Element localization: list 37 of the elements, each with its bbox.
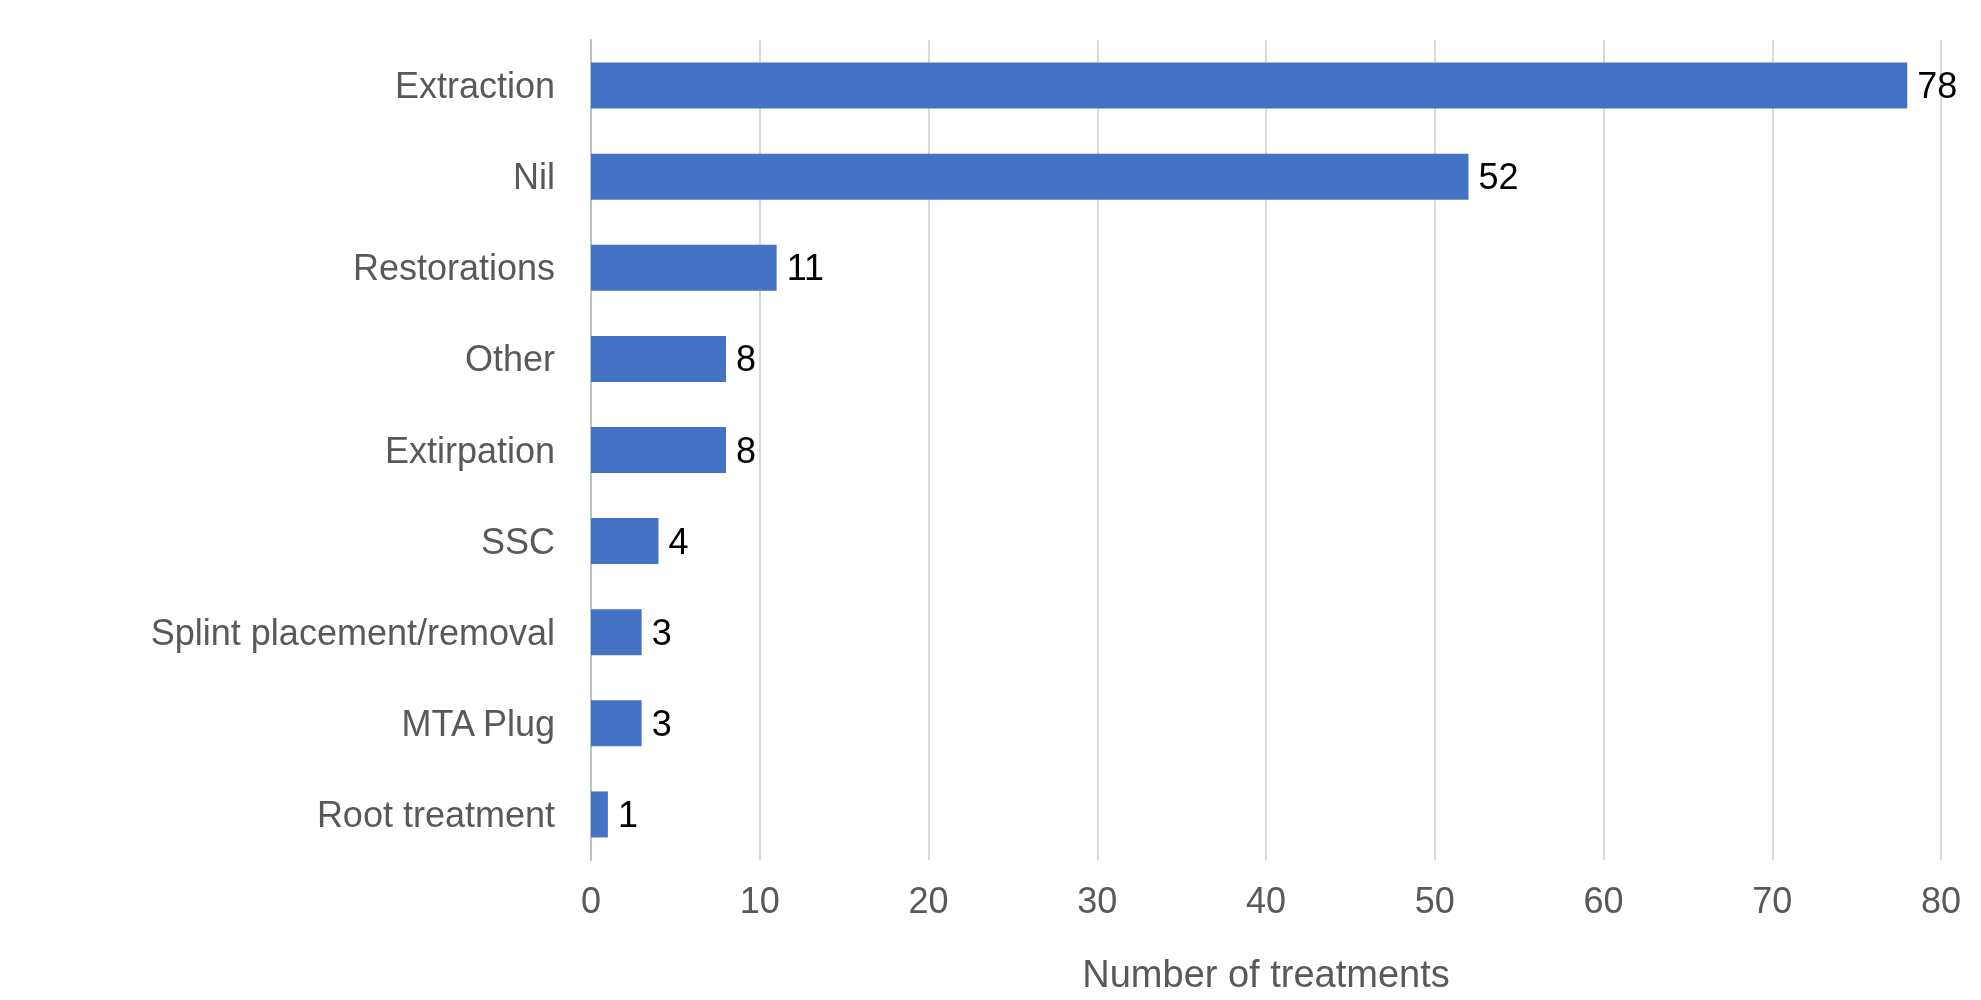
- data-label: 3: [651, 702, 672, 744]
- x-tick-label: 50: [1414, 879, 1455, 921]
- x-tick-label: 0: [580, 879, 602, 921]
- bar: [591, 335, 726, 382]
- y-tick-label: Nil: [513, 156, 555, 198]
- data-label: 78: [1917, 65, 1958, 107]
- bar: [591, 62, 1908, 109]
- bar: [591, 518, 659, 565]
- data-label: 3: [651, 611, 672, 653]
- x-tick-label: 80: [1920, 879, 1962, 921]
- x-tick-label: 20: [908, 879, 949, 921]
- y-tick-label: Other: [464, 338, 555, 380]
- data-label: 4: [668, 520, 689, 562]
- y-tick-label: Extraction: [394, 65, 555, 107]
- bar: [591, 609, 642, 656]
- bar: [591, 427, 726, 473]
- data-label: 8: [736, 338, 757, 380]
- x-tick-label: 10: [739, 879, 780, 921]
- bar: [591, 700, 642, 747]
- bar: [591, 791, 608, 838]
- y-tick-label: Root treatment: [316, 793, 555, 835]
- y-tick-label: Splint placement/removal: [150, 611, 555, 653]
- x-tick-label: 40: [1245, 879, 1287, 921]
- data-label: 8: [736, 429, 757, 471]
- data-label: 52: [1478, 156, 1519, 198]
- y-tick-label: Extirpation: [384, 429, 555, 471]
- bar: [591, 244, 777, 291]
- data-label: 1: [617, 793, 638, 835]
- data-label: 11: [786, 247, 824, 289]
- y-tick-label: SSC: [480, 520, 555, 562]
- bar: [591, 153, 1469, 200]
- x-tick-label: 60: [1583, 879, 1624, 921]
- x-axis-title: Number of treatments: [1082, 953, 1450, 995]
- x-tick-label: 30: [1077, 879, 1118, 921]
- x-tick-label: 70: [1752, 879, 1793, 921]
- y-tick-label: MTA Plug: [401, 702, 555, 744]
- y-tick-label: Restorations: [352, 247, 555, 289]
